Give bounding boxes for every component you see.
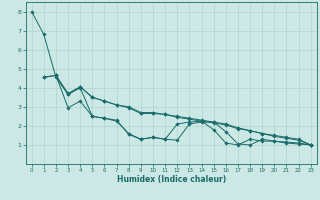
X-axis label: Humidex (Indice chaleur): Humidex (Indice chaleur) (116, 175, 226, 184)
